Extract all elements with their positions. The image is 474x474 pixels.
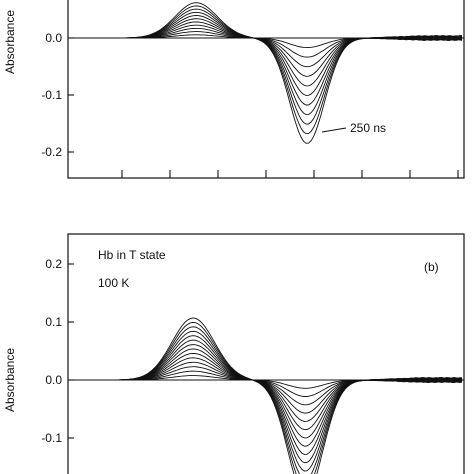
top-y-axis-title: Absorbance <box>3 10 17 74</box>
bottom-y-axis-title: Absorbance <box>3 348 17 412</box>
bot-series-14 <box>106 317 463 474</box>
top-series-4 <box>110 24 463 77</box>
bottom-curves <box>106 317 463 474</box>
y-tick-label: 0.2 <box>45 257 62 271</box>
y-tick-label: 0.0 <box>45 373 62 387</box>
y-tick-label: -0.1 <box>41 88 62 102</box>
top-curves <box>110 2 463 144</box>
bottom-annotation-state: Hb in T state <box>98 248 166 262</box>
top-annotation-250ns: 250 ns <box>350 121 386 135</box>
top-annotation-leader <box>321 127 347 133</box>
y-tick-label: -0.1 <box>41 431 62 445</box>
bottom-panel: 0.2 0.1 0.0 -0.1 Absorbance Hb in T state 1… <box>3 233 465 474</box>
bot-series-12 <box>106 326 463 474</box>
y-tick-label: 0.0 <box>45 31 62 45</box>
y-tick-label: -0.2 <box>41 145 62 159</box>
bot-series-11 <box>106 330 462 472</box>
top-plot-frame <box>67 0 465 179</box>
top-y-ticks: 0.0 -0.1 -0.2 <box>41 31 74 159</box>
bottom-plot-frame <box>67 233 465 474</box>
y-tick-label: 0.1 <box>45 315 62 329</box>
bottom-annotation-temp: 100 K <box>98 276 129 290</box>
top-series-9 <box>110 8 463 125</box>
top-panel: 0.0 -0.1 -0.2 Absorbance 250 ns <box>3 0 465 179</box>
bottom-panel-label: (b) <box>424 260 439 274</box>
bot-series-13 <box>106 321 463 474</box>
bottom-y-ticks: 0.2 0.1 0.0 -0.1 <box>41 257 74 445</box>
top-series-11 <box>110 2 462 144</box>
top-x-ticks <box>121 170 459 178</box>
